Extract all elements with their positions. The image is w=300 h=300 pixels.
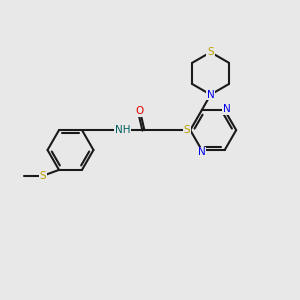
Text: NH: NH bbox=[115, 125, 130, 135]
Text: S: S bbox=[184, 125, 190, 135]
Text: N: N bbox=[223, 104, 231, 114]
Text: N: N bbox=[207, 90, 214, 100]
Text: O: O bbox=[136, 106, 144, 116]
Text: S: S bbox=[207, 47, 214, 57]
Text: N: N bbox=[198, 147, 206, 158]
Text: S: S bbox=[40, 171, 46, 181]
